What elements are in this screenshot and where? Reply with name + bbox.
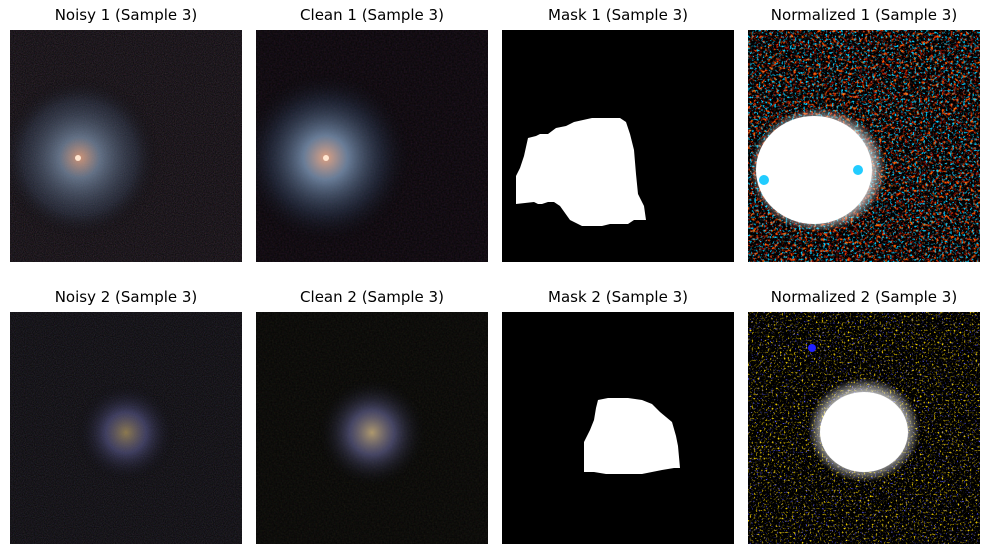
panel-title: Mask 1 (Sample 3): [548, 6, 688, 24]
normalized-image-2: [748, 312, 980, 544]
mask-image-2: [502, 312, 734, 544]
clean-image-1: [256, 30, 488, 262]
mask-image-1: [502, 30, 734, 262]
clean-galaxy-1-graphic: [256, 30, 488, 262]
normalized-galaxy-2-graphic: [748, 312, 980, 544]
noisy-galaxy-1-graphic: [10, 30, 242, 262]
noisy-image-2: [10, 312, 242, 544]
panel-title: Normalized 2 (Sample 3): [770, 288, 958, 306]
panel-title: Noisy 1 (Sample 3): [54, 6, 198, 24]
mask-shape-2: [502, 312, 734, 544]
panel-title: Noisy 2 (Sample 3): [54, 288, 198, 306]
normalized-image-1: [748, 30, 980, 262]
mask-shape-1: [502, 30, 734, 262]
clean-galaxy-2-graphic: [256, 312, 488, 544]
panel-title: Clean 1 (Sample 3): [300, 6, 444, 24]
clean-image-2: [256, 312, 488, 544]
panel-title: Normalized 1 (Sample 3): [770, 6, 958, 24]
noisy-image-1: [10, 30, 242, 262]
normalized-galaxy-1-graphic: [748, 30, 980, 262]
noisy-galaxy-2-graphic: [10, 312, 242, 544]
panel-title: Clean 2 (Sample 3): [300, 288, 444, 306]
panel-title: Mask 2 (Sample 3): [548, 288, 688, 306]
